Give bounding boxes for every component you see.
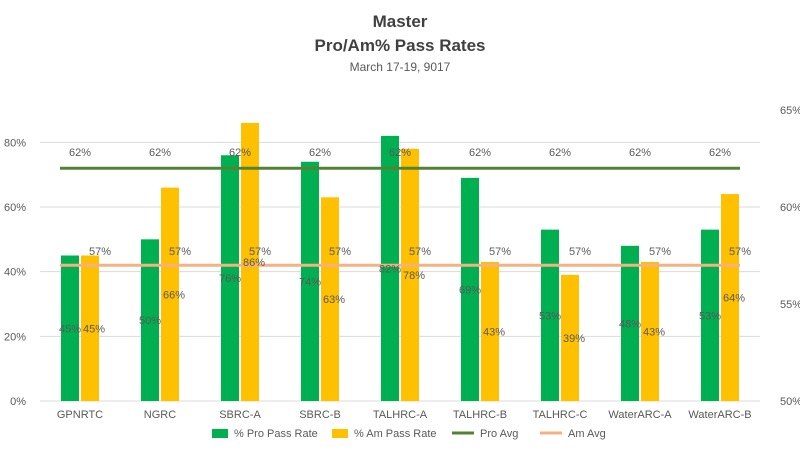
am-pass-bar: [161, 187, 179, 401]
am-pass-label: 66%: [163, 289, 185, 301]
am-pass-bar: [641, 261, 659, 401]
legend-label: % Pro Pass Rate: [234, 428, 318, 440]
pro-pass-bar: [701, 229, 719, 401]
x-tick-label: WaterARC-B: [688, 409, 751, 421]
am-avg-label: 57%: [249, 246, 271, 258]
pro-pass-bar: [141, 239, 159, 401]
y-left-tick-label: 80%: [4, 137, 26, 149]
am-pass-bar: [401, 148, 419, 401]
am-pass-label: 86%: [243, 257, 265, 269]
am-pass-bar: [321, 197, 339, 401]
am-pass-label: 64%: [723, 293, 745, 305]
pro-avg-label: 62%: [69, 147, 91, 159]
legend-swatch: [212, 429, 228, 438]
y-left-tick-label: 60%: [4, 202, 26, 214]
am-avg-label: 57%: [329, 246, 351, 258]
y-left-tick-label: 40%: [4, 267, 26, 279]
am-avg-label: 57%: [89, 246, 111, 258]
x-tick-label: WaterARC-A: [608, 409, 672, 421]
pro-pass-label: 82%: [379, 263, 401, 275]
legend-swatch: [332, 429, 348, 438]
pro-pass-bar: [541, 229, 559, 401]
y-right-tick-label: 50%: [780, 396, 800, 408]
x-tick-label: NGRC: [144, 409, 176, 421]
pro-pass-bar: [301, 161, 319, 401]
pro-pass-label: 69%: [459, 284, 481, 296]
chart-date: March 17-19, 9017: [349, 60, 451, 74]
am-pass-label: 43%: [483, 326, 505, 338]
x-tick-label: GPNRTC: [57, 409, 103, 421]
pro-avg-label: 62%: [309, 147, 331, 159]
am-pass-bar: [481, 261, 499, 401]
y-right-tick-label: 65%: [780, 105, 800, 117]
pro-pass-label: 48%: [619, 318, 641, 330]
legend-label: Am Avg: [568, 428, 606, 440]
am-avg-label: 57%: [729, 246, 751, 258]
am-pass-label: 43%: [643, 326, 665, 338]
am-pass-bar: [241, 122, 259, 401]
am-pass-label: 78%: [403, 270, 425, 282]
pro-pass-bar: [221, 155, 239, 401]
pro-avg-label: 62%: [629, 147, 651, 159]
am-pass-label: 45%: [83, 323, 105, 335]
x-tick-label: TALHRC-A: [373, 409, 428, 421]
pro-avg-label: 62%: [149, 147, 171, 159]
pro-avg-label: 62%: [469, 147, 491, 159]
x-tick-label: SBRC-A: [219, 409, 261, 421]
pro-avg-label: 62%: [389, 147, 411, 159]
pro-avg-label: 62%: [549, 147, 571, 159]
y-right-tick-label: 55%: [780, 299, 800, 311]
x-tick-label: SBRC-B: [299, 409, 341, 421]
am-pass-bar: [561, 274, 579, 401]
am-pass-label: 63%: [323, 294, 345, 306]
am-avg-label: 57%: [569, 246, 591, 258]
am-pass-label: 39%: [563, 333, 585, 345]
chart-subtitle: Pro/Am% Pass Rates: [314, 36, 486, 55]
chart-title: Master: [372, 12, 428, 31]
pro-pass-label: 76%: [219, 273, 241, 285]
pro-pass-label: 74%: [299, 276, 321, 288]
am-avg-label: 57%: [169, 246, 191, 258]
pro-pass-label: 45%: [59, 323, 81, 335]
am-pass-bar: [721, 194, 739, 401]
y-left-tick-label: 20%: [4, 331, 26, 343]
pro-pass-bar: [621, 245, 639, 401]
pro-avg-label: 62%: [709, 147, 731, 159]
x-tick-label: TALHRC-B: [453, 409, 507, 421]
am-pass-bar: [81, 255, 99, 401]
y-right-tick-label: 60%: [780, 202, 800, 214]
pro-pass-label: 53%: [539, 310, 561, 322]
pro-pass-bar: [381, 135, 399, 401]
legend-label: % Am Pass Rate: [354, 428, 437, 440]
pro-avg-label: 62%: [229, 147, 251, 159]
am-avg-label: 57%: [409, 246, 431, 258]
pro-pass-bar: [461, 177, 479, 401]
pro-pass-label: 53%: [699, 310, 721, 322]
am-avg-label: 57%: [649, 246, 671, 258]
pro-pass-bar: [61, 255, 79, 401]
legend-label: Pro Avg: [480, 428, 518, 440]
x-tick-label: TALHRC-C: [533, 409, 588, 421]
y-left-tick-label: 0%: [10, 396, 26, 408]
pro-pass-label: 50%: [139, 315, 161, 327]
am-avg-label: 57%: [489, 246, 511, 258]
